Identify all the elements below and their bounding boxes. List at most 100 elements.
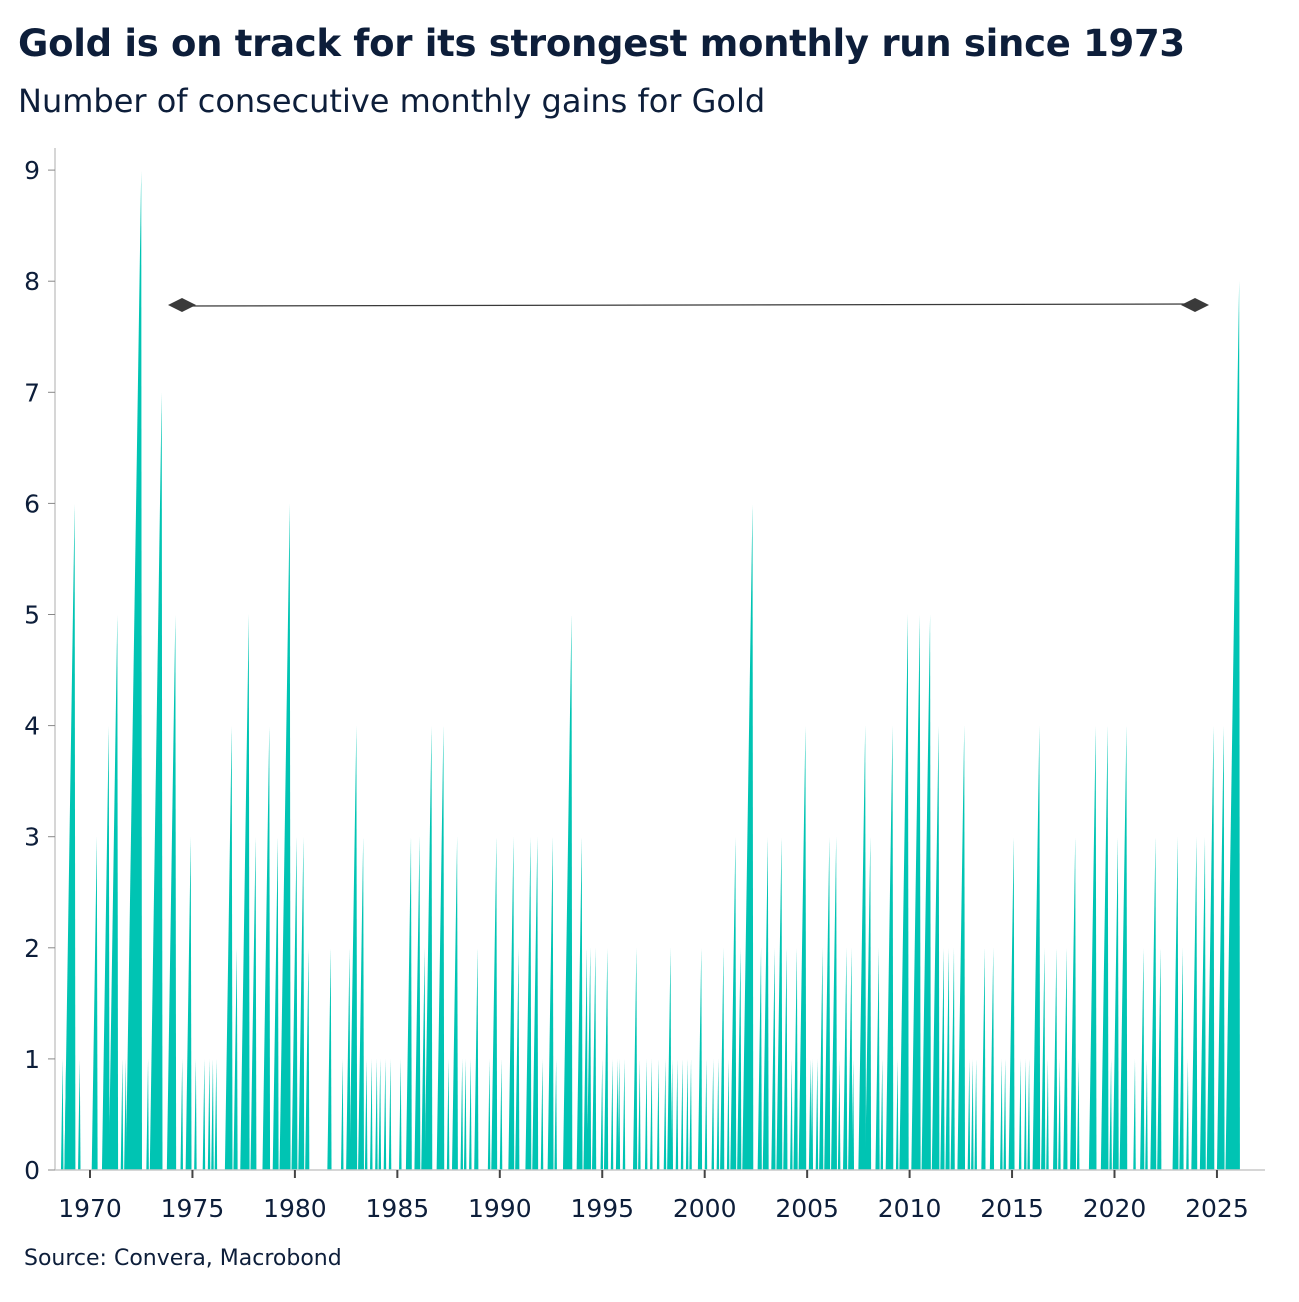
run-spike	[421, 947, 426, 1170]
run-spike	[491, 836, 498, 1170]
run-spike	[185, 836, 192, 1170]
run-spike	[1046, 1058, 1049, 1170]
annotation-group	[168, 298, 1209, 312]
run-spike	[815, 1058, 819, 1170]
run-spike	[945, 947, 950, 1170]
run-spike	[1058, 1058, 1061, 1170]
x-tick-label: 2005	[775, 1194, 839, 1223]
run-spike	[346, 947, 351, 1170]
x-tick-label: 2010	[878, 1194, 942, 1223]
run-spike	[771, 947, 776, 1170]
run-spike	[819, 947, 824, 1170]
run-spike	[108, 614, 119, 1170]
run-spike	[125, 170, 142, 1171]
run-spike	[793, 947, 798, 1170]
run-spike	[1109, 1058, 1112, 1170]
run-spike	[1024, 1058, 1027, 1170]
y-tick-label: 0	[24, 1156, 40, 1185]
run-spike	[1186, 1058, 1189, 1170]
run-spike	[638, 1058, 641, 1170]
run-spike	[341, 1058, 344, 1170]
run-spike	[388, 1058, 392, 1170]
run-spike	[370, 1058, 373, 1170]
run-spike	[474, 947, 479, 1170]
run-spike	[250, 836, 257, 1170]
run-spike	[899, 614, 909, 1170]
run-spike	[632, 947, 638, 1170]
y-tick-label: 9	[24, 156, 40, 185]
run-spike	[851, 1058, 855, 1170]
run-spike	[78, 1058, 81, 1170]
run-spike	[622, 1058, 626, 1170]
run-spike	[1157, 947, 1162, 1170]
run-spike	[1119, 725, 1128, 1170]
run-spike	[272, 836, 279, 1170]
run-spike	[562, 614, 573, 1170]
run-spike	[194, 1058, 197, 1170]
run-spike	[1088, 725, 1097, 1170]
run-spike	[233, 947, 238, 1170]
run-spike	[586, 947, 592, 1170]
run-spike	[967, 1058, 971, 1170]
run-spike	[940, 947, 945, 1170]
run-spike	[1076, 1058, 1080, 1170]
run-spike	[1145, 1058, 1148, 1170]
run-spike	[824, 836, 831, 1170]
run-spike	[576, 836, 583, 1170]
run-spike	[617, 1058, 621, 1170]
run-spike	[1206, 725, 1215, 1170]
run-spike	[711, 1058, 715, 1170]
run-spike	[950, 947, 955, 1170]
run-spike	[436, 725, 445, 1170]
run-spike	[981, 947, 986, 1170]
run-spike	[650, 1058, 653, 1170]
run-spike	[1112, 836, 1119, 1170]
run-spike	[291, 836, 298, 1170]
y-tick-label: 2	[24, 934, 40, 963]
run-spike	[790, 1058, 793, 1170]
run-spike	[515, 947, 520, 1170]
run-spike	[610, 1058, 614, 1170]
run-spike	[689, 1058, 692, 1170]
y-tick-label: 4	[24, 712, 40, 741]
run-spike	[680, 1058, 684, 1170]
run-spike	[716, 1058, 720, 1170]
run-spike	[957, 725, 966, 1170]
run-spike	[211, 1058, 214, 1170]
run-spike	[120, 1058, 124, 1170]
run-spike	[974, 1058, 977, 1170]
run-spike	[1179, 947, 1184, 1170]
diamond-arrowhead-icon	[1181, 298, 1209, 312]
run-spike	[1032, 725, 1041, 1170]
run-spike	[240, 614, 250, 1170]
run-spike	[91, 836, 98, 1170]
run-spike	[720, 947, 725, 1170]
x-tick-label: 1985	[366, 1194, 430, 1223]
y-tick-label: 6	[24, 489, 40, 518]
run-spike	[305, 947, 310, 1170]
run-spike	[1008, 836, 1015, 1170]
run-spike	[378, 1058, 382, 1170]
series-area-group	[60, 170, 1240, 1171]
run-spike	[202, 1058, 206, 1170]
run-spike	[931, 725, 940, 1170]
run-spike	[783, 947, 788, 1170]
run-spike	[446, 1058, 450, 1170]
run-spike	[880, 1058, 884, 1170]
x-tick-label: 1975	[161, 1194, 225, 1223]
run-spike	[101, 725, 110, 1170]
run-spike	[685, 1058, 689, 1170]
run-spike	[146, 1058, 149, 1170]
y-tick-label: 5	[24, 601, 40, 630]
run-spike	[64, 503, 76, 1170]
run-spike	[742, 503, 754, 1170]
source-note: Source: Convera, Macrobond	[24, 1246, 342, 1271]
run-spike	[615, 1058, 619, 1170]
run-spike	[532, 836, 539, 1170]
chart-title: Gold is on track for its strongest month…	[18, 22, 1185, 65]
run-spike	[1140, 947, 1145, 1170]
run-spike	[487, 1058, 491, 1170]
x-tick-label: 2000	[673, 1194, 737, 1223]
run-spike	[810, 1058, 814, 1170]
